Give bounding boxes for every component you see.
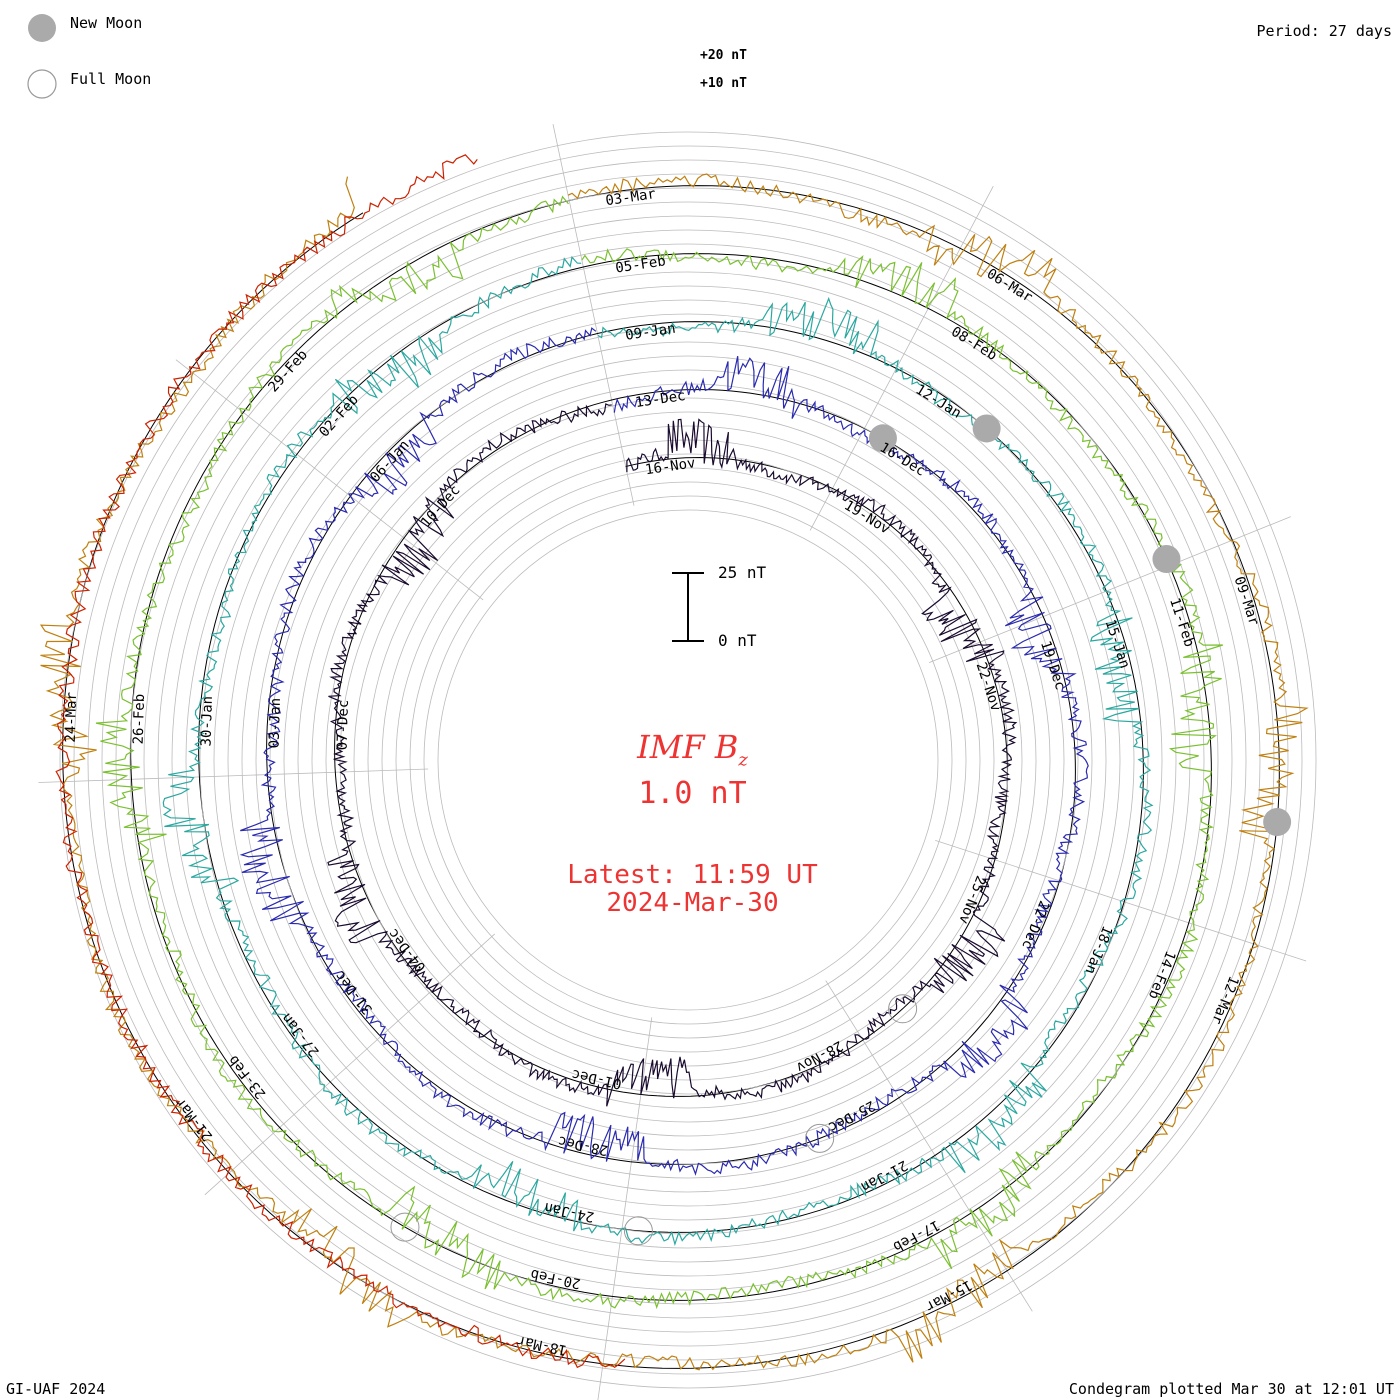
date-label: 24-Jan — [543, 1199, 596, 1225]
full-moon-marker — [623, 1216, 653, 1246]
grid-ring — [199, 271, 1177, 1249]
grid-ring — [283, 355, 1093, 1165]
date-label: 17-Feb — [890, 1216, 942, 1254]
date-label: 18-Jan — [1082, 923, 1115, 976]
date-label: 30-Jan — [199, 696, 216, 747]
date-label: 09-Mar — [1231, 575, 1262, 628]
moon-markers — [390, 414, 1292, 1246]
bz-trace-rotation-1 — [239, 327, 1089, 1176]
grid-ring — [157, 229, 1219, 1291]
current-value: 1.0 nT — [638, 776, 747, 811]
outer-scale-label-20: +20 nT — [700, 48, 747, 63]
grid-ring — [129, 201, 1247, 1319]
date-label: 09-Jan — [624, 321, 676, 344]
date-label: 21-Jan — [858, 1157, 910, 1195]
grid-ring — [101, 173, 1275, 1347]
grid-ring — [311, 383, 1065, 1137]
full-moon-marker — [888, 994, 918, 1024]
grid-ring — [395, 467, 981, 1053]
new-moon-marker — [972, 414, 1001, 443]
date-label: 16-Dec — [877, 440, 928, 480]
date-label: 12-Mar — [1208, 973, 1241, 1026]
date-label: 13-Dec — [634, 388, 686, 411]
bz-trace-rotation-3 — [95, 195, 1223, 1310]
date-label: 04-Dec — [385, 925, 429, 975]
date-label: 03-Mar — [604, 186, 656, 209]
bz-trace-rotation-0 — [327, 403, 1018, 1107]
grid-ring — [73, 145, 1303, 1375]
date-label: 19-Nov — [841, 497, 892, 537]
outer-scale-label-10: +10 nT — [700, 76, 747, 91]
date-label: 28-Nov — [793, 1037, 845, 1075]
plotted-label: Condegram plotted Mar 30 at 12:01 UT — [1068, 1380, 1394, 1398]
grid-ring — [227, 299, 1149, 1221]
grid-ring — [325, 397, 1051, 1123]
date-label: 12-Jan — [912, 382, 963, 422]
bz-trace-rotation-2 — [162, 255, 1154, 1247]
new-moon-marker — [1263, 808, 1292, 837]
grid-ring — [339, 411, 1037, 1109]
radial-gridline — [38, 768, 429, 783]
credit-label: GI-UAF 2024 — [6, 1380, 106, 1398]
bz-trace-rotation-4 — [39, 173, 1309, 1371]
radial-gridline — [825, 980, 1033, 1312]
grid-ring — [353, 425, 1023, 1095]
date-label: 05-Feb — [614, 253, 666, 276]
full-moon-icon — [27, 69, 57, 99]
grid-ring — [367, 439, 1009, 1081]
radial-gridline — [597, 1017, 653, 1400]
grid-ring — [115, 187, 1261, 1333]
grid-ring — [241, 313, 1135, 1207]
latest-date: 2024-Mar-30 — [606, 888, 779, 918]
date-label: 26-Feb — [131, 694, 148, 745]
date-label: 31-Dec — [332, 967, 376, 1017]
radial-gridline — [809, 185, 994, 531]
date-label: 03-Jan — [267, 698, 284, 749]
date-label: 15-Mar — [923, 1276, 975, 1314]
scale-top-label: 25 nT — [718, 563, 767, 582]
radial-gridline — [175, 359, 484, 601]
grid-ring — [437, 509, 939, 1011]
full-moon-marker — [805, 1123, 835, 1153]
grid-ring — [381, 453, 995, 1067]
period-label: Period: 27 days — [1256, 22, 1392, 40]
quantity-subscript: z — [738, 749, 748, 771]
date-label: 22-Nov — [973, 660, 1004, 713]
new-moon-marker — [868, 424, 897, 453]
full-moon-marker — [390, 1212, 420, 1242]
grid-ring — [255, 327, 1121, 1193]
grid-ring — [171, 243, 1205, 1277]
date-label: 06-Mar — [984, 266, 1035, 306]
radial-gridline — [204, 933, 496, 1196]
grid-ring — [409, 481, 967, 1039]
grid-ring — [297, 369, 1079, 1151]
new-moon-marker — [1152, 545, 1181, 574]
date-label: 16-Nov — [644, 455, 696, 478]
bz-trace-latest — [55, 154, 626, 1369]
grid-ring — [423, 495, 953, 1025]
new-moon-icon — [28, 14, 56, 42]
scale-bar — [672, 572, 704, 642]
grid-ring — [59, 131, 1317, 1389]
quantity-name: IMF B — [637, 728, 739, 766]
concentric-rings — [59, 131, 1317, 1389]
legend-new-moon-label: New Moon — [70, 14, 143, 32]
date-label: 24-Mar — [63, 692, 80, 743]
date-label: 07-Dec — [335, 700, 352, 751]
scale-bottom-label: 0 nT — [718, 631, 757, 650]
bz-traces — [39, 154, 1309, 1371]
radial-gridline — [552, 124, 635, 506]
date-label: 28-Dec — [557, 1132, 610, 1158]
legend-full-moon-label: Full Moon — [70, 70, 152, 88]
latest-time: Latest: 11:59 UT — [567, 860, 818, 890]
date-label: 21-Mar — [172, 1094, 216, 1144]
radial-gridline — [928, 516, 1291, 664]
date-label: 01-Dec — [570, 1066, 623, 1092]
quantity-title: IMF Bz — [0, 728, 1385, 770]
grid-ring — [143, 215, 1233, 1305]
